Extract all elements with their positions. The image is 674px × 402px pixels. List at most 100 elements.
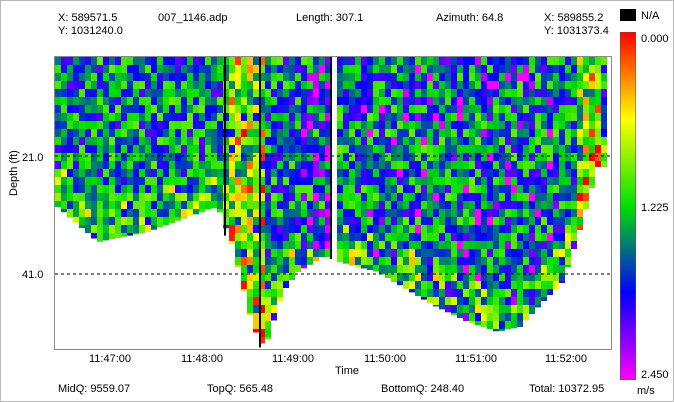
velocity-cell [169,185,175,193]
velocity-cell [511,201,517,209]
velocity-cell [571,97,577,105]
velocity-cell [283,137,289,145]
velocity-cell [325,201,331,209]
velocity-cell [97,193,103,201]
velocity-cell [559,161,565,169]
velocity-cell [583,89,589,97]
velocity-cell [235,233,241,241]
velocity-cell [583,193,589,201]
velocity-cell [385,153,391,161]
velocity-cell [271,289,277,297]
velocity-cell [601,105,607,113]
velocity-cell [427,209,433,217]
velocity-cell [517,89,523,97]
velocity-cell [481,193,487,201]
velocity-cell [235,81,241,89]
velocity-cell [277,65,283,73]
velocity-cell [181,97,187,105]
velocity-cell [409,81,415,89]
velocity-cell [577,169,583,177]
velocity-cell [385,249,391,257]
velocity-cell [91,145,97,153]
velocity-cell [181,129,187,137]
velocity-cell [511,305,517,313]
velocity-cell [523,81,529,89]
velocity-cell [73,121,79,129]
velocity-cell [547,169,553,177]
velocity-cell [373,177,379,185]
velocity-cell [505,209,511,217]
velocity-cell [391,113,397,121]
velocity-cell [541,233,547,241]
velocity-cell [385,201,391,209]
velocity-cell [493,313,499,321]
velocity-cell [145,113,151,121]
velocity-cell [187,73,193,81]
velocity-cell [319,169,325,177]
velocity-cell [229,97,235,105]
velocity-cell [421,65,427,73]
velocity-cell [145,65,151,73]
velocity-cell [439,57,445,65]
velocity-cell [187,161,193,169]
velocity-cell [385,177,391,185]
velocity-cell [541,193,547,201]
velocity-cell [517,73,523,81]
velocity-cell [397,89,403,97]
velocity-cell [385,217,391,225]
velocity-cell [55,137,61,145]
velocity-cell [139,89,145,97]
velocity-cell [487,81,493,89]
velocity-cell [547,249,553,257]
velocity-cell [487,241,493,249]
velocity-cell [523,73,529,81]
velocity-cell [157,57,163,65]
velocity-cell [211,169,217,177]
velocity-cell [253,249,259,257]
velocity-cell [271,161,277,169]
velocity-cell [355,265,361,267]
velocity-cell [421,289,427,297]
velocity-cell [535,129,541,137]
velocity-cell [265,113,271,121]
velocity-cell [517,113,523,121]
velocity-cell [103,129,109,137]
velocity-cell [445,137,451,145]
velocity-cell [97,65,103,73]
velocity-cell [295,89,301,97]
velocity-cell [421,201,427,209]
velocity-cell [355,121,361,129]
velocity-cell [553,65,559,73]
velocity-cell [457,225,463,233]
velocity-cell [361,129,367,137]
velocity-cell [445,73,451,81]
velocity-cell [283,249,289,257]
velocity-cell [487,233,493,241]
velocity-cell [319,145,325,153]
velocity-cell [583,113,589,121]
velocity-cell [211,193,217,201]
velocity-cell [121,177,127,185]
velocity-cell [511,177,517,185]
velocity-heatmap[interactable] [54,56,612,350]
velocity-cell [361,121,367,129]
velocity-cell [403,177,409,185]
velocity-cell [229,113,235,121]
velocity-cell [517,313,523,321]
velocity-cell [283,241,289,249]
velocity-cell [367,209,373,217]
velocity-cell [349,153,355,161]
velocity-cell [301,81,307,89]
velocity-cell [247,257,253,265]
velocity-cell [391,265,397,273]
velocity-cell [409,113,415,121]
velocity-cell [457,97,463,105]
velocity-cell [277,161,283,169]
velocity-cell [247,241,253,249]
velocity-cell [253,297,259,305]
velocity-cell [517,57,523,65]
x-tick-2: 11:49:00 [271,353,315,365]
velocity-cell [85,97,91,105]
velocity-cell [397,113,403,121]
velocity-cell [295,249,301,257]
